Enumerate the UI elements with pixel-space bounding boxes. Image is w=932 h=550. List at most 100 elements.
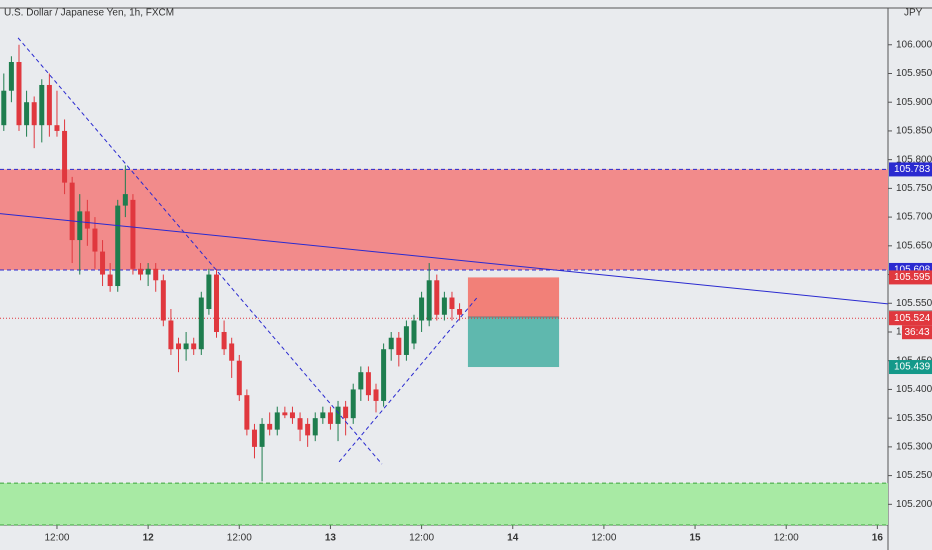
y-tick-label: 105.650: [896, 240, 932, 251]
price-marker: [889, 360, 932, 375]
y-tick-label: 105.250: [896, 470, 932, 481]
y-tick-label: 105.550: [896, 298, 932, 309]
candle-body: [244, 395, 250, 430]
candle-body: [145, 268, 151, 275]
candle-body: [267, 423, 273, 430]
candle-body: [411, 320, 417, 344]
candle-body: [206, 274, 212, 310]
candle-body: [107, 274, 113, 287]
candle-body: [213, 274, 219, 332]
price-marker-label: 105.608: [894, 265, 931, 276]
y-tick-label: 105.200: [896, 499, 932, 510]
candle-body: [289, 412, 295, 419]
candle-body: [54, 125, 60, 131]
chart-title: U.S. Dollar / Japanese Yen, 1h, FXCM: [4, 8, 174, 19]
candle-body: [62, 130, 68, 183]
x-tick-label: 12:00: [774, 533, 799, 544]
candle-body: [441, 297, 447, 315]
x-tick-label: 12:00: [227, 533, 252, 544]
candle-body: [160, 280, 166, 321]
x-tick-label: 13: [325, 533, 337, 544]
x-tick-label: 14: [507, 533, 519, 544]
candle-body: [229, 343, 235, 361]
y-tick-label: 105.900: [896, 97, 932, 108]
candle-body: [297, 418, 303, 430]
candle-body: [198, 297, 204, 350]
price-marker-label: 105.524: [894, 313, 931, 324]
candle-body: [100, 251, 106, 275]
candle-body: [84, 211, 90, 229]
currency-label: JPY: [904, 8, 923, 19]
trendline: [17, 37, 383, 465]
x-tick-label: 12: [143, 533, 155, 544]
candle-body: [1, 90, 7, 126]
stop-zone: [467, 277, 560, 318]
price-marker: [889, 270, 932, 285]
candle-body: [31, 102, 37, 126]
candle-body: [236, 360, 242, 396]
x-tick-label: 12:00: [591, 533, 616, 544]
price-marker: [889, 162, 932, 177]
x-tick-label: 12:00: [44, 533, 69, 544]
candle-body: [320, 412, 326, 419]
countdown-box: [902, 325, 932, 340]
target-zone: [467, 317, 560, 368]
candle-body: [8, 61, 14, 91]
price-marker-label: 105.595: [894, 272, 931, 283]
price-marker: [889, 311, 932, 326]
candle-body: [274, 412, 280, 430]
candle-body: [251, 429, 257, 447]
candle-body: [176, 343, 182, 350]
candle-body: [130, 199, 136, 269]
y-tick-label: 105.300: [896, 442, 932, 453]
candle-body: [373, 389, 379, 401]
zone: [0, 483, 888, 525]
candle-body: [335, 406, 341, 424]
y-tick-label: 105.400: [896, 384, 932, 395]
candle-body: [343, 406, 349, 419]
price-marker-label: 105.439: [894, 362, 931, 373]
candle-body: [350, 389, 356, 419]
trendline: [338, 297, 478, 463]
candle-body: [138, 268, 144, 275]
candle-body: [434, 280, 440, 315]
candle-body: [305, 423, 311, 436]
y-tick-label: 105.950: [896, 68, 932, 79]
candle-body: [115, 205, 121, 287]
y-tick-label: 105.850: [896, 126, 932, 137]
price-marker-label: 105.783: [894, 164, 931, 175]
y-tick-label: 105.750: [896, 183, 932, 194]
candle-body: [122, 194, 128, 206]
candle-body: [24, 102, 30, 126]
candle-body: [168, 320, 174, 350]
countdown: 36:43: [904, 327, 929, 338]
candle-body: [153, 268, 159, 281]
candle-body: [426, 280, 432, 321]
x-tick-label: 15: [689, 533, 701, 544]
candle-body: [69, 182, 75, 241]
candle-body: [419, 297, 425, 321]
x-tick-label: 12:00: [409, 533, 434, 544]
x-tick-label: 16: [872, 533, 884, 544]
candle-body: [396, 337, 402, 355]
candle-body: [365, 372, 371, 396]
candle-body: [327, 412, 333, 424]
candle-body: [358, 372, 364, 390]
candle-body: [191, 343, 197, 350]
candle-body: [39, 84, 45, 126]
candle-body: [92, 228, 98, 252]
candle-body: [457, 309, 463, 315]
trendline: [0, 213, 889, 305]
candle-body: [16, 61, 22, 126]
zone: [0, 169, 888, 270]
candle-body: [183, 343, 189, 350]
candle-body: [403, 326, 409, 355]
candle-body: [259, 423, 265, 447]
y-tick-label: 105.700: [896, 212, 932, 223]
candle-body: [221, 331, 227, 350]
candle-body: [282, 412, 288, 416]
y-tick-label: 106.000: [896, 39, 932, 50]
candle-body: [46, 84, 52, 126]
